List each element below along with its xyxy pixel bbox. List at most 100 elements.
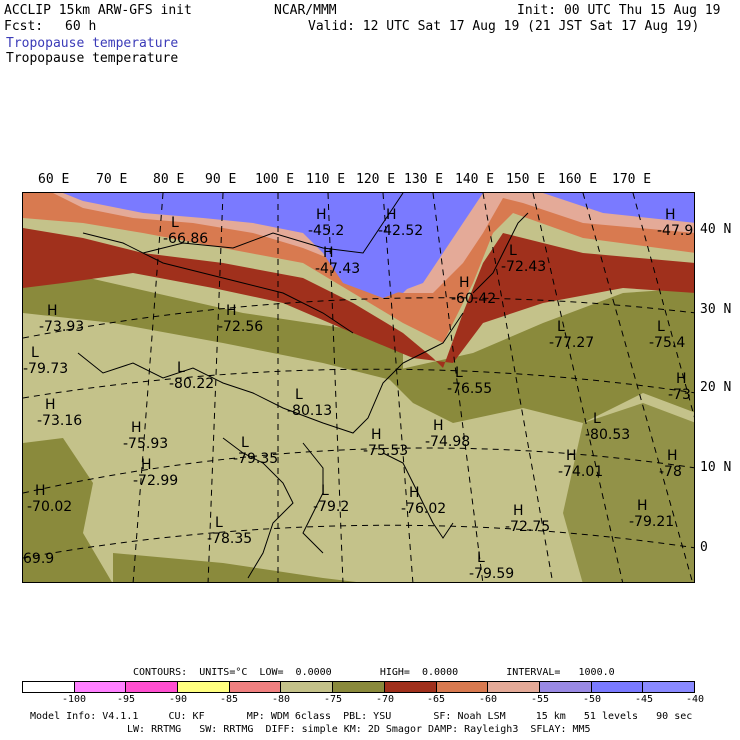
marker-value: -79.2 — [313, 499, 349, 515]
marker-symbol: H — [323, 245, 334, 261]
marker-symbol: L — [593, 411, 601, 427]
legend-swatch — [643, 682, 694, 692]
marker-value: -78 — [659, 464, 682, 480]
field-band-dark-n — [23, 263, 403, 383]
model-info-line2: LW: RRTMG SW: RRTMG DIFF: simple KM: 2D … — [127, 724, 591, 735]
marker-symbol: L — [177, 360, 185, 376]
marker-value: -72.43 — [501, 259, 546, 275]
legend-tick: -40 — [685, 694, 705, 705]
marker-value: -75.93 — [123, 436, 168, 452]
lon-label: 110 E — [306, 172, 346, 187]
lon-label: 90 E — [205, 172, 237, 187]
marker-value: -79.59 — [469, 566, 514, 582]
marker-symbol: H — [409, 485, 420, 501]
legend-swatch — [126, 682, 179, 692]
marker-symbol: H — [371, 427, 382, 443]
legend-swatch — [74, 682, 127, 692]
marker-value: 69.9 — [23, 551, 54, 567]
marker-value: -72.56 — [218, 319, 263, 335]
coastlines — [77, 193, 529, 579]
lon-label: 130 E — [404, 172, 444, 187]
legend-swatch — [229, 682, 282, 692]
marker-symbol: H — [566, 448, 577, 464]
marker-value: -76.02 — [401, 501, 446, 517]
field-band-blue-core — [323, 223, 443, 298]
legend-swatch — [539, 682, 592, 692]
legend-tick: -45 — [634, 694, 654, 705]
marker-symbol: L — [657, 319, 665, 335]
marker-symbol: H — [35, 483, 46, 499]
lon-label: 160 E — [558, 172, 598, 187]
marker-symbol: H — [513, 503, 524, 519]
marker-value: -78.35 — [207, 531, 252, 547]
marker-value: -76.55 — [447, 381, 492, 397]
marker-value: -70.02 — [27, 499, 72, 515]
fcst-label: Fcst: — [4, 19, 44, 34]
marker-symbol: H — [459, 275, 470, 291]
marker-symbol: L — [295, 387, 303, 403]
marker-value: -72.99 — [133, 473, 178, 489]
marker-value: -42.52 — [378, 223, 423, 239]
map-canvas: L-66.86H-45.2H-42.52H-47.43L-72.43H-47.9… — [23, 193, 694, 582]
lon-label: 80 E — [153, 172, 185, 187]
marker-value: -60.42 — [451, 291, 496, 307]
legend-tick: -100 — [61, 694, 87, 705]
marker-value: -72.75 — [505, 519, 550, 535]
legend-swatch — [281, 682, 334, 692]
field-title-black: Tropopause temperature — [6, 51, 179, 66]
model-info-line1: Model Info: V4.1.1 CU: KF MP: WDM 6class… — [30, 711, 693, 722]
legend-swatch — [436, 682, 489, 692]
marker-value: -75.53 — [363, 443, 408, 459]
marker-value: -80.53 — [585, 427, 630, 443]
marker-symbol: H — [226, 303, 237, 319]
fcst-value: 60 h — [65, 19, 97, 34]
marker-symbol: L — [241, 435, 249, 451]
legend-swatch — [23, 682, 75, 692]
graticule — [23, 193, 694, 582]
marker-value: -80.22 — [169, 376, 214, 392]
legend-tick: -70 — [375, 694, 395, 705]
marker-symbol: H — [45, 397, 56, 413]
legend-tick: -55 — [530, 694, 550, 705]
legend-tick: -65 — [426, 694, 446, 705]
marker-symbol: H — [131, 420, 142, 436]
marker-symbol: H — [47, 303, 58, 319]
field-band-dark-e — [383, 288, 694, 423]
marker-symbol: L — [31, 345, 39, 361]
legend-tick: -95 — [116, 694, 136, 705]
lon-label: 170 E — [612, 172, 652, 187]
marker-value: -47.9 — [657, 223, 693, 239]
legend-swatch — [178, 682, 230, 692]
hl-markers: L-66.86H-45.2H-42.52H-47.43L-72.43H-47.9… — [23, 207, 693, 582]
field-band-darkred — [23, 228, 694, 368]
marker-value: -74.98 — [425, 434, 470, 450]
marker-value: -79.21 — [629, 514, 674, 530]
marker-value: -47.43 — [315, 261, 360, 277]
tropopause-temperature-map: L -66.86 H -45.2 H -42.52 H -47.43 L -72.43 H -47.9… — [22, 192, 695, 583]
marker-symbol: H — [667, 448, 678, 464]
legend-tick: -90 — [168, 694, 188, 705]
field-title-colored: Tropopause temperature — [6, 36, 179, 51]
legend-tick: -85 — [219, 694, 239, 705]
init-time: Init: 00 UTC Thu 15 Aug 19 — [517, 3, 721, 18]
legend-tick: -60 — [478, 694, 498, 705]
marker-value: -74.01 — [558, 464, 603, 480]
marker-symbol: H — [665, 207, 676, 223]
lon-label: 70 E — [96, 172, 128, 187]
model-title: ACCLIP 15km ARW-GFS init — [4, 3, 192, 18]
marker-symbol: L — [321, 483, 329, 499]
marker-value: -80.13 — [287, 403, 332, 419]
marker-value: -79.73 — [23, 361, 68, 377]
marker-symbol: L — [455, 365, 463, 381]
marker-symbol: L — [477, 550, 485, 566]
marker-symbol: L — [557, 319, 565, 335]
lat-label: 40 N — [700, 222, 732, 237]
lon-label: 60 E — [38, 172, 70, 187]
lon-label: 120 E — [356, 172, 396, 187]
lat-label: 20 N — [700, 380, 732, 395]
legend-tick: -75 — [323, 694, 343, 705]
marker-value: -73.93 — [39, 319, 84, 335]
lon-label: 140 E — [455, 172, 495, 187]
marker-value: -77.27 — [549, 335, 594, 351]
lon-label: 100 E — [255, 172, 295, 187]
